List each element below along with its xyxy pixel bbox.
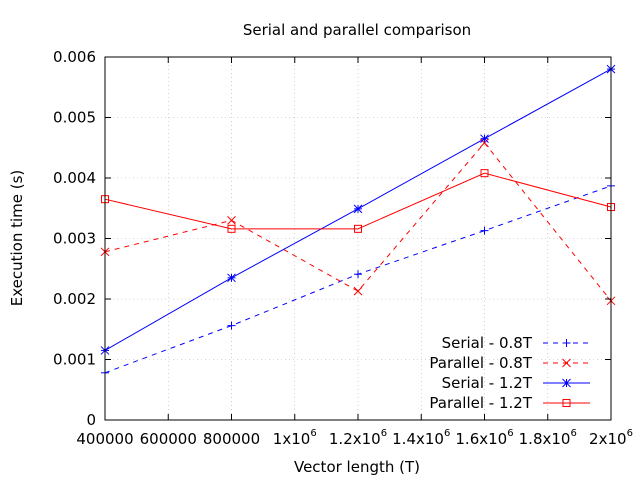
x-tick-label: 2x10 6 bbox=[589, 428, 633, 448]
svg-text:2x10: 2x10 bbox=[589, 430, 627, 448]
x-axis-label: Vector length (T) bbox=[294, 458, 420, 476]
legend-marker bbox=[562, 358, 571, 368]
legend-label: Serial - 0.8T bbox=[442, 334, 533, 352]
y-tick-label: 0.003 bbox=[53, 230, 96, 248]
legend-entry: Serial - 0.8T bbox=[442, 334, 590, 352]
x-tick-label: 1x10 6 bbox=[273, 428, 317, 448]
y-tick-label: 0.005 bbox=[53, 109, 96, 127]
y-tick-label: 0.006 bbox=[53, 48, 96, 66]
y-tick-label: 0 bbox=[86, 411, 96, 429]
data-point bbox=[480, 169, 489, 178]
legend-entry: Parallel - 0.8T bbox=[429, 354, 590, 372]
data-point bbox=[227, 273, 236, 283]
legend-label: Parallel - 0.8T bbox=[429, 354, 532, 372]
svg-text:1.8x10: 1.8x10 bbox=[519, 430, 571, 448]
data-point bbox=[227, 321, 236, 330]
x-tick-label: 1.8x10 6 bbox=[519, 428, 577, 448]
data-point bbox=[480, 138, 489, 148]
x-tick-label: 1.2x10 6 bbox=[329, 428, 387, 448]
svg-text:6: 6 bbox=[627, 428, 633, 439]
data-point bbox=[480, 134, 489, 144]
y-tick-label: 0.002 bbox=[53, 290, 96, 308]
svg-text:1.6x10: 1.6x10 bbox=[455, 430, 507, 448]
grid-lines bbox=[105, 57, 611, 420]
x-tick-label: 1.6x10 6 bbox=[455, 428, 513, 448]
legend-label: Parallel - 1.2T bbox=[429, 394, 532, 412]
svg-text:6: 6 bbox=[381, 428, 387, 439]
data-point bbox=[353, 286, 363, 296]
data-point bbox=[227, 224, 236, 233]
data-point bbox=[227, 215, 236, 225]
y-tick-label: 0.004 bbox=[53, 169, 96, 187]
x-tick-label: 400000 bbox=[76, 430, 133, 448]
legend-marker bbox=[562, 339, 571, 347]
chart-title: Serial and parallel comparison bbox=[243, 21, 471, 39]
svg-text:600000: 600000 bbox=[140, 430, 197, 448]
legend-entry: Parallel - 1.2T bbox=[429, 394, 590, 412]
series-markers bbox=[100, 64, 616, 377]
legend-marker bbox=[562, 378, 571, 388]
legend-entry: Serial - 1.2T bbox=[442, 374, 590, 392]
data-point bbox=[480, 226, 489, 235]
y-axis-label: Execution time (s) bbox=[8, 170, 26, 307]
legend: Serial - 0.8T Parallel - 0.8T Serial - 1.2… bbox=[429, 334, 590, 412]
svg-text:6: 6 bbox=[444, 428, 450, 439]
x-tick-label: 1.4x10 6 bbox=[392, 428, 450, 448]
svg-text:6: 6 bbox=[507, 428, 513, 439]
legend-marker bbox=[562, 399, 571, 407]
svg-text:1.2x10: 1.2x10 bbox=[329, 430, 381, 448]
svg-text:1x10: 1x10 bbox=[273, 430, 311, 448]
svg-text:6: 6 bbox=[310, 428, 316, 439]
data-point bbox=[353, 204, 363, 214]
x-tick-label: 600000 bbox=[140, 430, 197, 448]
x-tick-label: 800000 bbox=[203, 430, 260, 448]
y-tick-label: 0.001 bbox=[53, 351, 96, 369]
axis-ticks: 0 0.001 0.002 0.003 0.004 0.005 0.006 400000 600… bbox=[53, 48, 633, 448]
svg-text:800000: 800000 bbox=[203, 430, 260, 448]
series-line-3 bbox=[104, 172, 612, 230]
data-point bbox=[354, 224, 362, 233]
svg-text:400000: 400000 bbox=[76, 430, 133, 448]
svg-text:6: 6 bbox=[570, 428, 576, 439]
series-lines bbox=[104, 68, 612, 374]
svg-text:1.4x10: 1.4x10 bbox=[392, 430, 444, 448]
legend-label: Serial - 1.2T bbox=[442, 374, 533, 392]
data-point bbox=[354, 270, 362, 279]
